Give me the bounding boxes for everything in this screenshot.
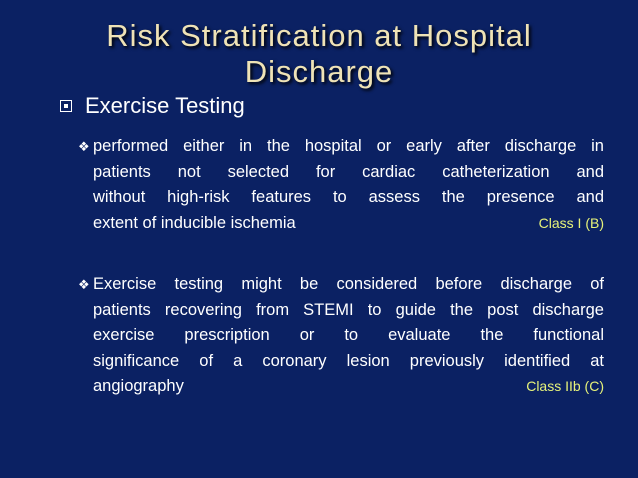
- slide-title-line-2: Discharge: [244, 54, 394, 89]
- bullet-1-line-2: patients not selected for cardiac cathet…: [93, 162, 604, 181]
- bullet-2-line-5-text: angiography: [93, 377, 184, 395]
- section-heading-text: Exercise Testing: [85, 93, 245, 118]
- diamond-bullet-icon: ❖: [78, 139, 90, 154]
- bullet-2-line-3: exercise prescription or to evaluate the…: [93, 326, 604, 344]
- bullet-1-line-4-text: extent of inducible ischemia: [93, 213, 296, 232]
- slide-title-line-1: Risk Stratification at Hospital: [106, 18, 532, 53]
- bullet-1-line-4: extent of inducible ischemia Class I (B): [93, 211, 604, 236]
- section-heading: Exercise Testing: [60, 93, 245, 119]
- bullet-1-line-1: performed either in the hospital or earl…: [93, 137, 604, 155]
- bullet-2-line-4: significance of a coronary lesion previo…: [93, 351, 604, 370]
- recommendation-class-badge: Class IIb (C): [526, 378, 604, 394]
- square-bullet-icon: [60, 100, 72, 112]
- bullet-2-line-2: patients recovering from STEMI to guide …: [93, 300, 604, 319]
- bullet-2-line-5: angiography Class IIb (C): [93, 374, 604, 399]
- diamond-bullet-icon: ❖: [78, 277, 90, 292]
- bullet-1-line-3: without high-risk features to assess the…: [93, 188, 604, 206]
- bullet-2-line-1: Exercise testing might be considered bef…: [93, 275, 604, 293]
- recommendation-class-badge: Class I (B): [538, 214, 604, 231]
